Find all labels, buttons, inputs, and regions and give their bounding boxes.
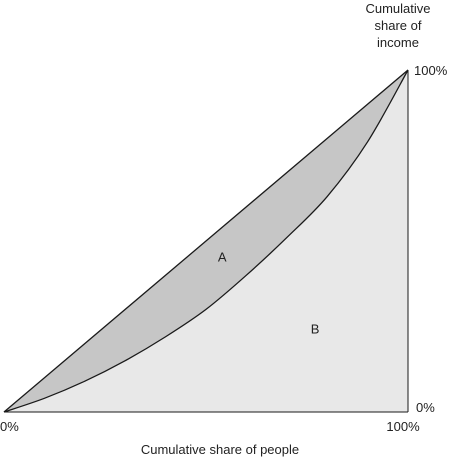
x-axis-label: Cumulative share of people (141, 442, 299, 457)
region-b-label: B (311, 321, 320, 336)
y-axis-label-line-1: Cumulative (365, 1, 430, 16)
y-tick-label-min: 0% (416, 400, 435, 415)
x-tick-label-min: 0% (0, 419, 19, 434)
region-a-label: A (218, 250, 227, 265)
y-axis-label-line-3: income (377, 35, 419, 50)
lorenz-curve-line (3, 69, 409, 413)
x-tick-label-max: 100% (386, 419, 420, 434)
line-of-equality (3, 69, 409, 413)
y-tick-label-max: 100% (414, 63, 448, 78)
y-axis-label-line-2: share of (375, 18, 422, 33)
region-b-area (4, 70, 408, 412)
